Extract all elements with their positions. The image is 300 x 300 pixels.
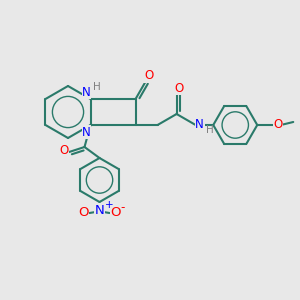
Text: O: O <box>273 118 283 131</box>
Text: N: N <box>82 125 91 139</box>
Text: N: N <box>195 118 204 131</box>
Text: N: N <box>82 85 91 98</box>
Text: -: - <box>121 202 125 214</box>
Text: +: + <box>104 200 113 210</box>
Text: O: O <box>174 82 183 94</box>
Text: O: O <box>110 206 121 220</box>
Text: N: N <box>94 203 104 217</box>
Text: H: H <box>92 82 100 92</box>
Text: O: O <box>144 69 153 82</box>
Text: H: H <box>206 125 213 135</box>
Text: O: O <box>78 206 89 220</box>
Text: O: O <box>59 143 69 157</box>
